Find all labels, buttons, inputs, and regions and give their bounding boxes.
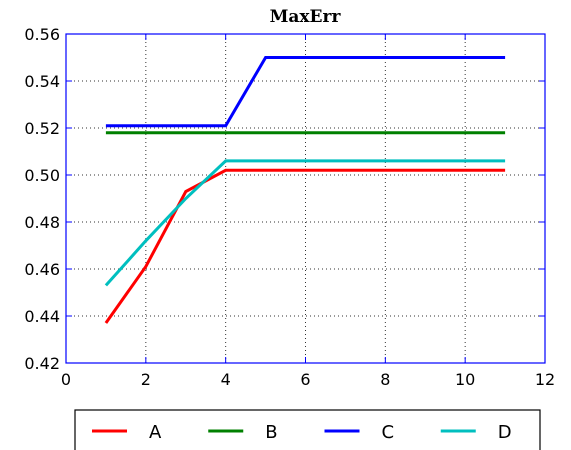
y-tick-label: 0.54 bbox=[24, 72, 60, 91]
x-tick-label: 10 bbox=[455, 370, 475, 389]
x-tick-label: 8 bbox=[380, 370, 390, 389]
legend: A B C D bbox=[74, 409, 541, 450]
y-axis-tick-labels: 0.42 0.44 0.46 0.48 0.50 0.52 0.54 0.56 bbox=[24, 25, 60, 373]
x-tick-label: 0 bbox=[61, 370, 71, 389]
x-axis-tick-labels: 0 2 4 6 8 10 12 bbox=[61, 370, 555, 389]
chart-title: MaxErr bbox=[270, 7, 342, 27]
y-tick-label: 0.44 bbox=[24, 307, 60, 326]
axis-ticks bbox=[65, 33, 546, 364]
x-tick-label: 12 bbox=[535, 370, 555, 389]
series-line-a bbox=[104, 168, 506, 324]
x-tick-label: 4 bbox=[221, 370, 231, 389]
y-tick-label: 0.48 bbox=[24, 213, 60, 232]
series-lines bbox=[104, 56, 506, 324]
y-tick-label: 0.46 bbox=[24, 260, 60, 279]
legend-label-d: D bbox=[498, 422, 512, 443]
series-line-c bbox=[105, 56, 506, 128]
grid-lines bbox=[66, 34, 545, 363]
legend-label-c: C bbox=[382, 422, 395, 443]
x-tick-label: 2 bbox=[141, 370, 151, 389]
y-tick-label: 0.50 bbox=[24, 166, 60, 185]
y-tick-label: 0.52 bbox=[24, 119, 60, 138]
legend-label-b: B bbox=[265, 422, 277, 443]
y-tick-label: 0.42 bbox=[24, 354, 60, 373]
y-tick-label: 0.56 bbox=[24, 25, 60, 44]
legend-label-a: A bbox=[149, 422, 162, 443]
x-tick-label: 6 bbox=[300, 370, 310, 389]
series-line-d bbox=[104, 159, 506, 287]
